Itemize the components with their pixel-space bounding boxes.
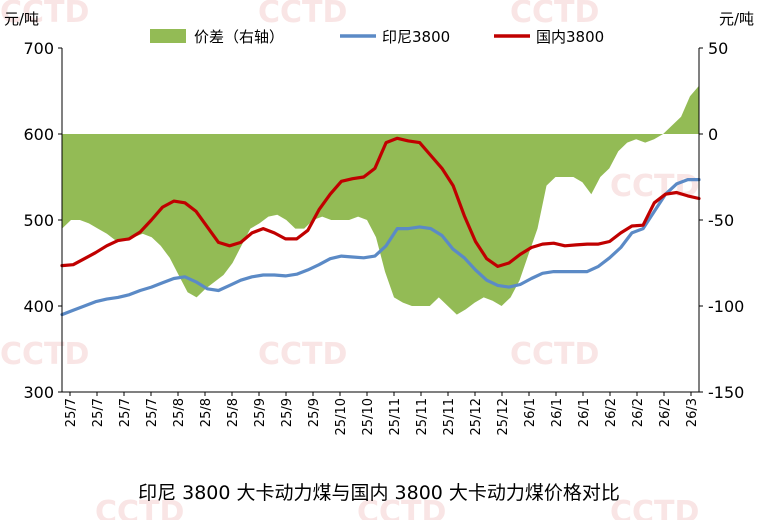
- right-tick-label: 0: [708, 125, 718, 144]
- legend-label-domestic: 国内3800: [536, 28, 604, 46]
- left-tick-label: 700: [23, 39, 54, 58]
- x-tick-label: 26/2: [631, 398, 646, 427]
- x-tick-label: 25/11: [442, 398, 457, 435]
- x-tick-label: 25/8: [172, 398, 187, 427]
- left-axis-unit: 元/吨: [4, 10, 39, 28]
- watermark-cctd: CCTD: [258, 337, 347, 372]
- spread-area-layer: [62, 85, 699, 315]
- x-tick-label: 26/1: [550, 398, 565, 427]
- watermark-cctd: CCTD: [0, 337, 89, 372]
- x-tick-label: 25/9: [307, 398, 322, 427]
- left-tick-label: 400: [23, 297, 54, 316]
- indonesia-3800-line: [60, 178, 701, 317]
- watermark-cctd: CCTD: [510, 337, 599, 372]
- x-tick-label: 25/12: [496, 398, 511, 435]
- x-tick-label: 25/10: [334, 398, 349, 435]
- x-tick-label: 26/3: [685, 398, 700, 427]
- legend: 价差（右轴） 印尼3800 国内3800: [150, 28, 604, 46]
- right-tick-label: 50: [708, 39, 728, 58]
- x-tick-label: 25/7: [118, 398, 133, 427]
- left-tick-label: 600: [23, 125, 54, 144]
- watermark-cctd: CCTD: [258, 0, 347, 30]
- x-tick-label: 26/1: [577, 398, 592, 427]
- x-tick-label: 26/2: [658, 398, 673, 427]
- x-tick-label: 25/11: [388, 398, 403, 435]
- legend-label-indonesia: 印尼3800: [382, 28, 450, 46]
- watermark-cctd: CCTD: [510, 0, 599, 30]
- x-tick-label: 25/9: [253, 398, 268, 427]
- domestic-3800-line: [60, 136, 701, 268]
- right-tick-label: -50: [708, 211, 734, 230]
- watermark-cctd: CCTD: [95, 495, 184, 520]
- x-tick-label: 25/7: [91, 398, 106, 427]
- x-tick-label: 26/2: [604, 398, 619, 427]
- x-tick-label: 25/8: [199, 398, 214, 427]
- chart-title: 印尼 3800 大卡动力煤与国内 3800 大卡动力煤价格对比: [138, 482, 620, 504]
- watermark-cctd: CCTD: [357, 495, 446, 520]
- watermark-cctd: CCTD: [0, 0, 89, 30]
- left-tick-label: 300: [23, 383, 54, 402]
- watermark-cctd: CCTD: [610, 495, 699, 520]
- right-axis-unit: 元/吨: [719, 10, 754, 28]
- line-layer: [60, 136, 701, 317]
- x-tick-label: 25/10: [361, 398, 376, 435]
- x-tick-label: 25/11: [415, 398, 430, 435]
- legend-label-spread: 价差（右轴）: [194, 28, 284, 46]
- x-tick-label: 25/7: [145, 398, 160, 427]
- right-tick-label: -100: [708, 297, 744, 316]
- left-tick-label: 500: [23, 211, 54, 230]
- x-tick-label: 25/12: [469, 398, 484, 435]
- x-tick-label: 25/8: [226, 398, 241, 427]
- x-tick-label: 26/1: [523, 398, 538, 427]
- watermark-cctd: CCTD: [610, 169, 699, 204]
- legend-swatch-spread: [150, 29, 186, 43]
- right-tick-label: -150: [708, 383, 744, 402]
- x-tick-label: 25/7: [64, 398, 79, 427]
- x-tick-label: 25/9: [280, 398, 295, 427]
- spread-area: [62, 85, 699, 315]
